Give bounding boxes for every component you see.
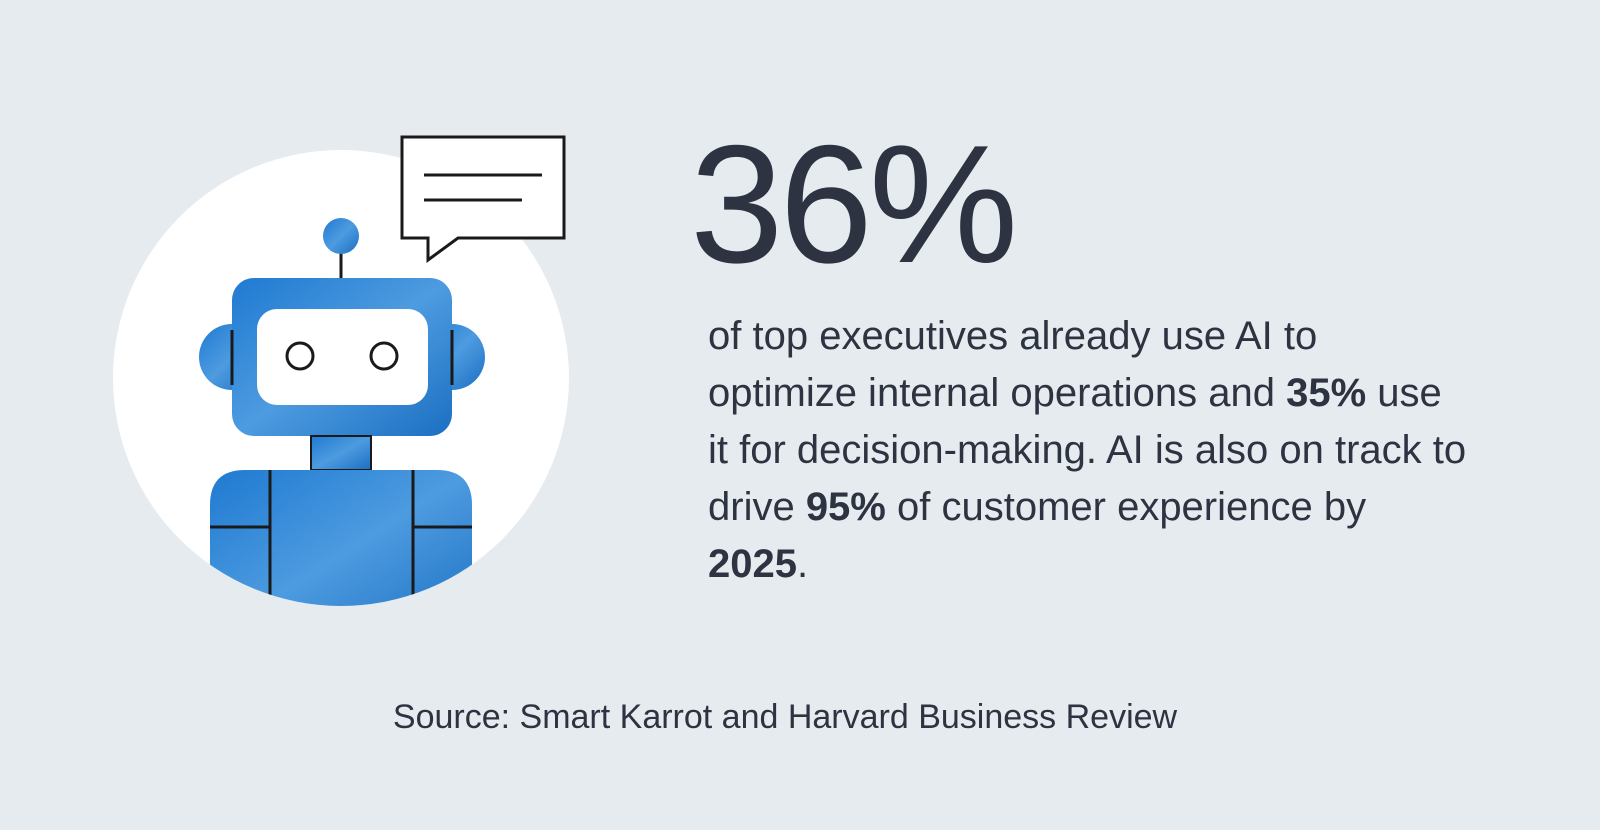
highlight-text: 2025 (708, 542, 797, 586)
face (257, 309, 428, 405)
body-text: of top executives already use AI to opti… (708, 308, 1468, 593)
highlight-text: 35% (1286, 371, 1367, 415)
text-segment: of top executives already use AI to opti… (708, 314, 1318, 415)
source: Source: Smart Karrot and Harvard Busines… (392, 698, 1178, 736)
torso-shape (210, 470, 472, 606)
headline: 36% (690, 110, 1018, 298)
antenna-ball (323, 218, 359, 254)
neck (310, 435, 372, 471)
torso (210, 470, 472, 606)
text-segment: of customer experience by (885, 485, 1367, 529)
text-segment: . (796, 542, 809, 586)
highlight-text: 95% (805, 485, 886, 529)
robot-illustration (113, 135, 569, 606)
eye (285, 341, 315, 371)
eye (369, 341, 399, 371)
text-segment: use it for decision-making. AI is also o… (708, 371, 1467, 529)
